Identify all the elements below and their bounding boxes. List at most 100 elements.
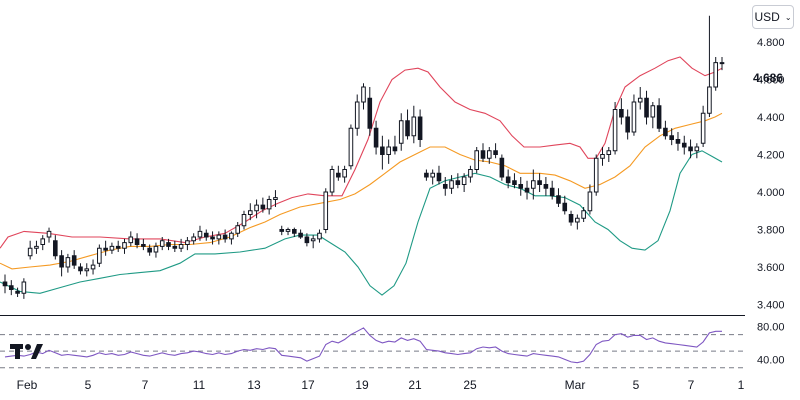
candle-body-up <box>90 264 96 270</box>
candle <box>524 180 530 200</box>
candle <box>424 169 429 181</box>
candle <box>637 87 643 110</box>
candle-body-down <box>681 142 687 148</box>
candle-body-down <box>518 184 524 189</box>
candle <box>84 263 90 277</box>
rsi-line <box>4 327 722 364</box>
candle <box>518 177 524 196</box>
candle-body-up <box>216 234 222 240</box>
rsi-axis[interactable]: 40.00 80.00 <box>757 321 785 366</box>
candle-body-down <box>59 255 64 268</box>
candle-body-up <box>411 116 417 137</box>
candle <box>166 238 171 251</box>
candle <box>411 105 417 144</box>
price-tick-label: 4.600 <box>757 75 785 87</box>
candle <box>329 165 335 196</box>
candle <box>593 154 599 196</box>
candle-body-up <box>329 169 335 193</box>
candle-body-down <box>292 229 297 234</box>
price-tick-label: 4.800 <box>757 37 785 49</box>
candle-body-up <box>342 169 347 178</box>
candle-body-up <box>128 236 134 244</box>
bollinger-upper-line <box>0 56 723 249</box>
time-tick-label: 5 <box>85 378 92 392</box>
candle <box>185 237 190 251</box>
candle-body-down <box>455 180 461 185</box>
candle <box>90 259 96 275</box>
candle-body-down <box>543 184 549 189</box>
candle <box>65 253 71 273</box>
candle-body-down <box>380 146 385 155</box>
candle <box>681 135 687 155</box>
candle-body-down <box>644 97 649 118</box>
candle-body-up <box>34 245 39 249</box>
candle <box>229 231 234 245</box>
candle-body-down <box>619 109 624 118</box>
candle <box>575 214 580 230</box>
candle <box>97 244 102 267</box>
candle <box>663 120 668 140</box>
candle <box>78 263 83 275</box>
candle <box>27 240 33 260</box>
time-tick-label: Feb <box>17 378 38 392</box>
candle-body-up <box>631 101 637 133</box>
candle <box>694 143 700 159</box>
candle-body-up <box>159 240 165 247</box>
candle-body-up <box>273 197 278 200</box>
candle-body-up <box>461 176 467 185</box>
price-tick-label: 3.800 <box>757 225 785 237</box>
candle-body-down <box>373 127 379 148</box>
candle-body-up <box>531 180 536 189</box>
candle <box>122 238 127 254</box>
candle <box>336 165 341 181</box>
candle <box>367 87 373 136</box>
candle-body-down <box>298 232 303 238</box>
candle-body-down <box>203 232 209 238</box>
candle-body-up <box>474 150 480 170</box>
time-tick-label: 11 <box>193 378 206 392</box>
candle-body-down <box>442 184 448 189</box>
rsi-pane[interactable] <box>0 327 745 369</box>
candle <box>480 143 486 162</box>
candle <box>543 177 549 196</box>
candle <box>442 177 448 196</box>
candle-body-down <box>166 242 171 247</box>
candle <box>468 165 473 183</box>
candle-body-up <box>593 157 599 193</box>
candle-body-up <box>486 150 492 159</box>
candle-body-up <box>430 172 435 178</box>
candle <box>600 147 605 166</box>
currency-button[interactable]: USD ⌄ <box>752 5 794 29</box>
candle-body-up <box>285 229 291 232</box>
candle <box>273 190 278 207</box>
candle-body-up <box>612 109 618 152</box>
time-tick-label: 7 <box>688 378 695 392</box>
candle-body-up <box>65 257 71 268</box>
candle-body-up <box>348 127 354 167</box>
time-axis[interactable]: Feb 5 7 11 13 17 19 21 25 Mar 5 7 1 <box>17 378 745 392</box>
price-axis[interactable]: 3.400 3.600 3.800 4.000 4.200 4.400 4.600 4.800 <box>757 37 785 312</box>
candle <box>556 188 561 207</box>
candle <box>147 244 152 256</box>
candle-body-up <box>386 146 391 155</box>
candle-body-down <box>53 240 58 257</box>
candle <box>153 242 159 258</box>
candle <box>8 280 14 296</box>
candle-body-up <box>122 242 127 249</box>
candle-body-down <box>719 62 725 65</box>
candle-body-down <box>663 127 668 137</box>
time-tick-label: 1 <box>738 378 745 392</box>
candle-body-down <box>405 120 410 137</box>
candle-body-down <box>549 187 555 197</box>
candle <box>386 139 391 164</box>
candle <box>373 120 379 155</box>
candle-body-up <box>229 232 234 240</box>
candle-body-down <box>512 180 517 185</box>
candle-body-down <box>210 236 215 240</box>
candle <box>298 229 303 239</box>
candle-body-up <box>191 236 196 242</box>
candle-body-down <box>524 187 530 193</box>
candle-body-down <box>336 172 341 178</box>
candle <box>310 235 316 249</box>
